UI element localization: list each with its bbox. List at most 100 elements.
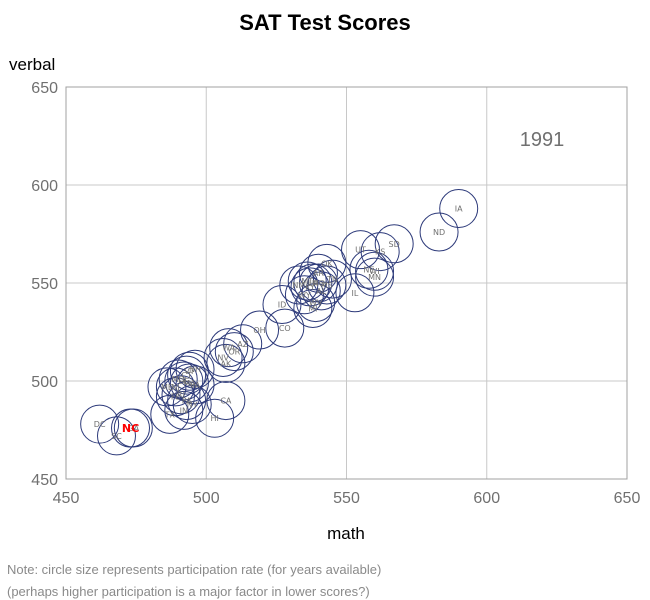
plot-frame bbox=[65, 86, 628, 480]
x-tick-label: 450 bbox=[53, 490, 80, 507]
point-label-oh: OH bbox=[253, 326, 265, 335]
bubble-mn bbox=[355, 257, 395, 297]
bubble-ut bbox=[341, 230, 381, 270]
point-label-dc: DC bbox=[94, 420, 106, 429]
point-label-ny: NY bbox=[187, 401, 198, 410]
point-label-ia: IA bbox=[455, 205, 463, 214]
point-label-ak: AK bbox=[221, 359, 232, 368]
point-label-mo: MO bbox=[312, 279, 325, 288]
bubble-fl bbox=[155, 377, 195, 417]
point-label-mi: MI bbox=[308, 304, 317, 313]
point-label-al: AL bbox=[316, 287, 326, 296]
bubble-ri bbox=[161, 375, 201, 415]
point-label-ne: NE bbox=[363, 265, 374, 274]
bubble-nm bbox=[279, 265, 319, 305]
point-label-md: MD bbox=[172, 375, 185, 384]
chart-title: SAT Test Scores bbox=[239, 10, 411, 35]
point-label-mt: MT bbox=[301, 277, 313, 286]
point-label-in: IN bbox=[180, 406, 188, 415]
point-label-co: CO bbox=[279, 324, 291, 333]
point-label-tx: TX bbox=[164, 410, 176, 419]
point-label-ut: UT bbox=[355, 246, 366, 255]
bubble-ct bbox=[167, 355, 207, 395]
bubble-wi bbox=[355, 251, 395, 291]
point-label-wv: WV bbox=[309, 299, 323, 308]
bubble-tn bbox=[312, 259, 352, 299]
point-label-id: ID bbox=[278, 301, 287, 310]
point-label-il: IL bbox=[352, 289, 359, 298]
point-label-ks: KS bbox=[375, 248, 385, 257]
point-label-nc: NC bbox=[122, 422, 139, 435]
point-label-wy: WY bbox=[298, 291, 311, 300]
point-label-ma: MA bbox=[183, 379, 196, 388]
point-label-ar: AR bbox=[313, 269, 324, 278]
bubble-tx bbox=[150, 394, 190, 434]
bubble-wa bbox=[209, 328, 249, 368]
point-label-fl: FL bbox=[171, 393, 181, 402]
point-label-mn: MN bbox=[368, 273, 381, 282]
bubble-mt bbox=[287, 261, 327, 301]
bubble-az bbox=[223, 324, 263, 364]
point-label-sc: SC bbox=[111, 432, 122, 441]
x-axis-title: math bbox=[327, 524, 365, 543]
point-label-nj: NJ bbox=[171, 383, 179, 392]
bubble-nd bbox=[419, 212, 459, 252]
y-tick-label: 600 bbox=[31, 178, 58, 195]
y-tick-label: 450 bbox=[31, 472, 58, 489]
y-tick-label: 500 bbox=[31, 374, 58, 391]
bubble-oh bbox=[240, 310, 280, 350]
y-tick-label: 650 bbox=[31, 80, 58, 97]
bubble-sd bbox=[374, 224, 414, 264]
note-line-2: (perhaps higher participation is a major… bbox=[7, 584, 370, 599]
bubbles bbox=[80, 189, 479, 456]
point-label-ct: CT bbox=[181, 371, 192, 380]
point-label-pa: PA bbox=[182, 397, 192, 406]
x-tick-label: 600 bbox=[473, 490, 500, 507]
bubble-mi bbox=[293, 288, 333, 328]
tick-labels: 450 500 550 600 650 450 500 550 600 650 bbox=[31, 80, 640, 507]
bubble-wy bbox=[284, 275, 324, 315]
point-label-ca: CA bbox=[220, 397, 232, 406]
point-label-nd: ND bbox=[433, 228, 445, 237]
point-label-de: DE bbox=[178, 377, 189, 386]
bubble-sc bbox=[96, 416, 136, 456]
bubble-ne bbox=[349, 249, 389, 289]
point-label-va: VA bbox=[190, 381, 201, 390]
point-label-nh: NH bbox=[189, 365, 201, 374]
point-label-ms: MS bbox=[321, 281, 333, 290]
point-label-or: OR bbox=[228, 348, 240, 357]
note-line-1: Note: circle size represents participati… bbox=[7, 562, 382, 577]
y-tick-label: 550 bbox=[31, 276, 58, 293]
point-label-az: AZ bbox=[237, 340, 248, 349]
point-label-wa: WA bbox=[222, 344, 235, 353]
point-label-ga: GA bbox=[127, 424, 139, 433]
y-axis-title: verbal bbox=[9, 55, 55, 74]
point-label-tn: TN bbox=[326, 275, 338, 284]
year-annotation: 1991 bbox=[520, 129, 565, 151]
bubble-dc bbox=[80, 404, 120, 444]
point-label-sd: SD bbox=[389, 240, 400, 249]
point-label-la: LA bbox=[308, 279, 319, 288]
bubble-nv bbox=[203, 337, 243, 377]
point-label-ky: KY bbox=[305, 283, 315, 292]
bubble-al bbox=[301, 271, 341, 311]
point-label-wi: WI bbox=[369, 267, 379, 276]
point-label-ok: OK bbox=[321, 259, 333, 268]
bubble-ok bbox=[307, 243, 347, 283]
bubble-ca bbox=[206, 381, 246, 421]
bubble-il bbox=[335, 273, 375, 313]
bubble-ma bbox=[169, 363, 209, 403]
bubble-wv bbox=[296, 283, 336, 323]
point-label-nv: NV bbox=[217, 353, 229, 362]
x-tick-label: 550 bbox=[333, 490, 360, 507]
x-tick-label: 650 bbox=[614, 490, 641, 507]
x-tick-label: 500 bbox=[193, 490, 220, 507]
bubble-nj bbox=[155, 367, 195, 407]
point-label-ri: RI bbox=[177, 391, 185, 400]
bubble-or bbox=[214, 332, 254, 372]
point-label-vt: VT bbox=[184, 367, 194, 376]
bubble-in bbox=[164, 390, 204, 430]
bubble-ny bbox=[172, 385, 212, 425]
